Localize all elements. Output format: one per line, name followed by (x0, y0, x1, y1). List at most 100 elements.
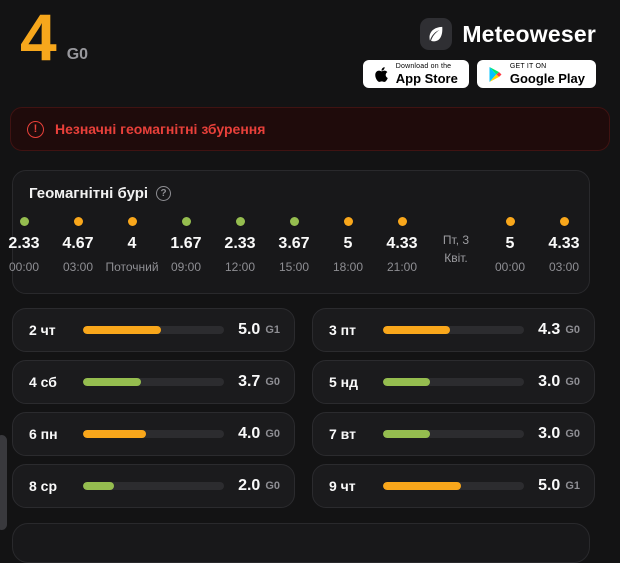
kp-bar-fill (383, 326, 451, 334)
timeline-time-label: 09:00 (170, 260, 202, 274)
day-g-scale: G0 (565, 324, 580, 336)
day-forecast-row: 3 пт 4.3 G0 (312, 308, 595, 352)
storm-card-header: Геомагнітні бурі ? (29, 185, 573, 202)
scrollbar-thumb[interactable] (0, 435, 7, 530)
timeline-kp-value: 5 (505, 235, 515, 252)
timeline-time-label: 00:00 (8, 260, 40, 274)
app-store-badge-text: Download on the App Store (395, 63, 458, 86)
day-label: 3 пт (329, 322, 356, 338)
brand-logo-link[interactable]: Meteoweser (420, 18, 596, 50)
kp-level-dot (73, 217, 83, 226)
kp-bar-track (83, 482, 225, 490)
timeline-date-separator: Пт, 3 Квіт. (429, 217, 483, 274)
timeline-time-label: 21:00 (386, 260, 418, 274)
kp-level-dot (235, 217, 245, 226)
alert-banner: ! Незначні геомагнітні збурення (10, 107, 610, 151)
kp-bar-track (83, 326, 225, 334)
kp-level-dot (289, 217, 299, 226)
store-badges: Download on the App Store GET IT ON Goog… (362, 60, 596, 88)
current-kp-value: 4 (20, 0, 57, 74)
kp-level-dot (343, 217, 353, 226)
google-play-badge-text: GET IT ON Google Play (509, 63, 585, 86)
timeline-time-label: 12:00 (224, 260, 256, 274)
kp-bar-track (83, 430, 225, 438)
day-forecast-row: 9 чт 5.0 G1 (312, 464, 595, 508)
kp-bar-fill (83, 326, 162, 334)
day-forecast-row: 8 ср 2.0 G0 (12, 464, 295, 508)
day-kp-value: 2.0 (238, 477, 261, 494)
kp-bar-fill (83, 482, 115, 490)
timeline-column: 4 Поточний (105, 217, 159, 274)
timeline-time-label: 15:00 (278, 260, 310, 274)
kp-level-dot (505, 217, 515, 226)
day-label: 8 ср (29, 478, 58, 494)
day-forecast-row: 5 нд 3.0 G0 (312, 360, 595, 404)
kp-bar-track (383, 482, 525, 490)
brand-name: Meteoweser (462, 20, 596, 47)
timeline-kp-value: 3.67 (278, 235, 310, 252)
kp-bar-fill (383, 482, 462, 490)
timeline-column: 5 00:00 (483, 217, 537, 274)
current-kp-block: 4 G0 (20, 0, 88, 74)
kp-level-dot (559, 217, 569, 226)
day-g-scale: G0 (565, 428, 580, 440)
timeline-kp-value: 2.33 (8, 235, 40, 252)
current-kp-scale: G0 (66, 46, 89, 63)
day-g-scale: G0 (565, 376, 580, 388)
timeline-kp-value: 4.67 (62, 235, 94, 252)
kp-bar-track (383, 378, 525, 386)
timeline-date-line2: Квіт. (444, 251, 468, 265)
storm-card: Геомагнітні бурі ? 2.33 00:00 4.67 03:00 4 По… (8, 170, 590, 294)
kp-bar-fill (383, 378, 430, 386)
timeline-column: 4.67 03:00 (51, 217, 105, 274)
help-icon[interactable]: ? (156, 186, 172, 201)
kp-bar-fill (83, 378, 141, 386)
kp-level-dot (397, 217, 407, 226)
kp-bar-track (383, 326, 525, 334)
day-kp-value: 3.0 (538, 373, 561, 390)
day-kp-value: 5.0 (238, 321, 261, 338)
timeline-kp-value: 4.33 (548, 235, 580, 252)
day-forecast-row: 7 вт 3.0 G0 (312, 412, 595, 456)
timeline[interactable]: 2.33 00:00 4.67 03:00 4 Поточний 1.67 09:00 2.33… (0, 217, 580, 274)
leaf-icon (420, 18, 453, 50)
day-label: 9 чт (329, 478, 356, 494)
app-store-badge[interactable]: Download on the App Store (362, 60, 469, 88)
day-forecast-row: 6 пн 4.0 G0 (12, 412, 295, 456)
timeline-kp-value: 5 (343, 235, 353, 252)
google-play-icon (488, 66, 503, 83)
kp-bar-track (383, 430, 525, 438)
timeline-column: 1.67 09:00 (159, 217, 213, 274)
day-label: 4 сб (29, 374, 57, 390)
day-label: 6 пн (29, 426, 58, 442)
day-kp-value: 4.0 (238, 425, 261, 442)
kp-level-dot (19, 217, 29, 226)
google-play-badge[interactable]: GET IT ON Google Play (476, 60, 596, 88)
timeline-time-label: Поточний (105, 260, 159, 274)
timeline-kp-value: 4.33 (386, 235, 418, 252)
timeline-column: 4.33 03:00 (537, 217, 591, 274)
timeline-date-line1: Пт, 3 (442, 233, 470, 247)
storm-card-title: Геомагнітні бурі (29, 185, 149, 202)
timeline-kp-value: 4 (127, 235, 137, 252)
timeline-kp-value: 2.33 (224, 235, 256, 252)
daily-forecast-grid: 2 чт 5.0 G1 3 пт 4.3 G0 4 сб 3.7 G0 5 нд 3.0 G0 6 пн… (12, 308, 595, 508)
day-kp-value: 3.0 (538, 425, 561, 442)
day-g-scale: G1 (265, 324, 280, 336)
day-kp-value: 3.7 (238, 373, 261, 390)
day-label: 7 вт (329, 426, 356, 442)
next-section-card (12, 523, 590, 563)
alert-exclamation-icon: ! (27, 120, 44, 138)
timeline-column: 2.33 12:00 (213, 217, 267, 274)
timeline-time-label: 03:00 (548, 260, 580, 274)
day-kp-value: 4.3 (538, 321, 561, 338)
day-label: 5 нд (329, 374, 359, 390)
timeline-time-label: 00:00 (494, 260, 526, 274)
kp-bar-fill (83, 430, 146, 438)
timeline-kp-value: 1.67 (170, 235, 202, 252)
kp-level-dot (127, 217, 137, 226)
apple-icon (374, 66, 389, 83)
timeline-column: 2.33 00:00 (0, 217, 51, 274)
kp-bar-fill (383, 430, 430, 438)
day-forecast-row: 4 сб 3.7 G0 (12, 360, 295, 404)
